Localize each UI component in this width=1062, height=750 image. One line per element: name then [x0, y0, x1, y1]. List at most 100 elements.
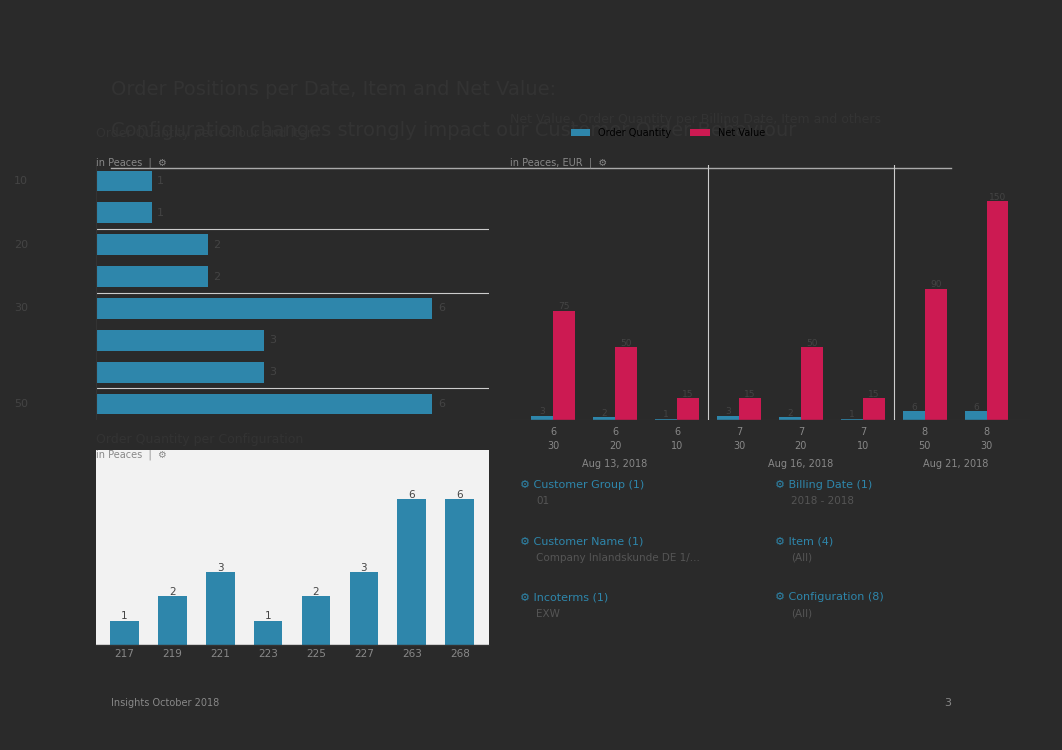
- Text: (All): (All): [791, 553, 812, 562]
- Text: (All): (All): [791, 609, 812, 619]
- Text: 3: 3: [725, 407, 731, 416]
- Text: 3: 3: [539, 407, 545, 416]
- Text: 1: 1: [664, 410, 669, 419]
- Text: 6: 6: [674, 427, 680, 436]
- Text: 6: 6: [973, 403, 979, 412]
- Text: 30: 30: [14, 304, 29, 313]
- Text: 2018 - 2018: 2018 - 2018: [791, 496, 854, 506]
- Text: 30: 30: [733, 441, 746, 452]
- Text: Configuration changes strongly impact our Customer Order Behaviour: Configuration changes strongly impact ou…: [110, 122, 796, 140]
- Text: 7: 7: [860, 427, 866, 436]
- Text: 6: 6: [457, 490, 463, 500]
- Text: 2: 2: [312, 587, 320, 597]
- Text: 6: 6: [409, 490, 415, 500]
- Text: 1: 1: [157, 176, 165, 186]
- Bar: [96, 234, 208, 255]
- Text: 2: 2: [787, 409, 793, 418]
- Bar: [206, 572, 235, 645]
- Text: 50: 50: [620, 339, 632, 348]
- Text: 3: 3: [944, 698, 952, 708]
- Text: 6: 6: [438, 399, 445, 409]
- Text: Insights October 2018: Insights October 2018: [110, 698, 219, 708]
- Bar: [96, 170, 152, 191]
- Text: in Peaces, EUR  |  ⚙: in Peaces, EUR | ⚙: [510, 157, 606, 167]
- Bar: [987, 202, 1009, 420]
- Text: 1: 1: [121, 611, 127, 622]
- Bar: [445, 499, 474, 645]
- Text: 10: 10: [14, 176, 29, 186]
- Bar: [594, 417, 615, 420]
- Text: Order Quantity per Configuration: Order Quantity per Configuration: [96, 433, 303, 445]
- Text: 50: 50: [806, 339, 818, 348]
- Bar: [254, 621, 282, 645]
- Text: 30: 30: [980, 441, 993, 452]
- Bar: [862, 398, 885, 420]
- Text: 3: 3: [217, 562, 223, 573]
- Bar: [615, 347, 637, 420]
- Bar: [655, 419, 678, 420]
- Text: ⚙ Billing Date (1): ⚙ Billing Date (1): [775, 480, 873, 490]
- Text: 10: 10: [671, 441, 683, 452]
- Bar: [96, 330, 264, 351]
- Bar: [965, 411, 987, 420]
- Text: 01: 01: [536, 496, 549, 506]
- Text: Aug 13, 2018: Aug 13, 2018: [582, 459, 648, 469]
- Text: in Peaces  |  ⚙: in Peaces | ⚙: [96, 449, 167, 460]
- Text: 6: 6: [550, 427, 556, 436]
- Text: 15: 15: [868, 390, 879, 399]
- Text: 2: 2: [213, 272, 221, 281]
- Text: 50: 50: [14, 399, 29, 409]
- Text: 15: 15: [682, 390, 693, 399]
- Text: 3: 3: [270, 368, 276, 377]
- Text: 30: 30: [547, 441, 560, 452]
- Text: 7: 7: [736, 427, 742, 436]
- Text: 150: 150: [989, 193, 1006, 202]
- Text: Order Quantity per Colour and Item: Order Quantity per Colour and Item: [96, 128, 319, 140]
- Bar: [110, 621, 139, 645]
- Text: 2: 2: [169, 587, 175, 597]
- Bar: [780, 417, 801, 420]
- Bar: [678, 398, 699, 420]
- Text: 20: 20: [609, 441, 621, 452]
- Text: ⚙ Item (4): ⚙ Item (4): [775, 536, 834, 546]
- Text: 6: 6: [911, 403, 917, 412]
- Text: 8: 8: [922, 427, 928, 436]
- Bar: [903, 411, 925, 420]
- Text: 1: 1: [157, 208, 165, 218]
- Bar: [739, 398, 760, 420]
- Text: Net Value, Order Quantity per Billing Date, Item and others: Net Value, Order Quantity per Billing Da…: [510, 113, 880, 126]
- Bar: [925, 289, 946, 420]
- Text: 20: 20: [14, 240, 29, 250]
- Bar: [96, 266, 208, 287]
- Text: ⚙ Incoterms (1): ⚙ Incoterms (1): [520, 592, 609, 602]
- Bar: [531, 416, 553, 420]
- Bar: [717, 416, 739, 420]
- Text: 8: 8: [983, 427, 990, 436]
- Bar: [96, 362, 264, 382]
- Bar: [801, 347, 823, 420]
- Text: ⚙ Configuration (8): ⚙ Configuration (8): [775, 592, 884, 602]
- Text: 2: 2: [213, 240, 221, 250]
- Bar: [96, 394, 432, 415]
- Bar: [302, 596, 330, 645]
- Bar: [158, 596, 187, 645]
- Text: 1: 1: [850, 410, 855, 419]
- Text: Aug 21, 2018: Aug 21, 2018: [923, 459, 989, 469]
- Bar: [349, 572, 378, 645]
- Text: 50: 50: [919, 441, 931, 452]
- Text: 7: 7: [798, 427, 804, 436]
- Text: ⚙ Customer Name (1): ⚙ Customer Name (1): [520, 536, 644, 546]
- Text: in Peaces  |  ⚙: in Peaces | ⚙: [96, 157, 167, 167]
- Text: 75: 75: [559, 302, 569, 311]
- Bar: [96, 298, 432, 319]
- Legend: Order Quantity, Net Value: Order Quantity, Net Value: [567, 124, 769, 142]
- Text: 1: 1: [264, 611, 272, 622]
- Text: 6: 6: [438, 304, 445, 313]
- Text: Company Inlandskunde DE 1/...: Company Inlandskunde DE 1/...: [536, 553, 700, 562]
- Text: 2: 2: [601, 409, 607, 418]
- Text: 3: 3: [270, 335, 276, 345]
- Text: Order Positions per Date, Item and Net Value:: Order Positions per Date, Item and Net V…: [110, 80, 556, 99]
- Bar: [96, 202, 152, 223]
- Text: Aug 16, 2018: Aug 16, 2018: [768, 459, 834, 469]
- Text: EXW: EXW: [536, 609, 560, 619]
